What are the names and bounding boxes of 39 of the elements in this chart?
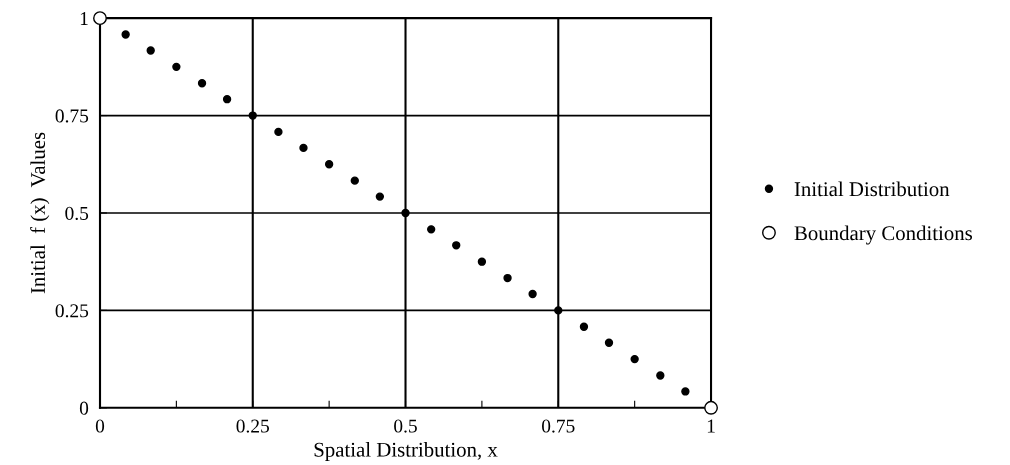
point	[554, 306, 563, 315]
point	[274, 127, 283, 137]
point	[704, 400, 718, 415]
x-tick-label: 0.75	[542, 419, 575, 433]
point	[324, 160, 334, 169]
point	[681, 387, 690, 396]
point	[375, 192, 385, 201]
point	[172, 62, 181, 72]
y-tick-label: 0.5	[65, 206, 89, 220]
y-axis-title: Initial f (x) Values	[30, 132, 50, 294]
point	[299, 143, 308, 153]
point	[248, 111, 257, 120]
x-tick-label: 0	[95, 419, 105, 433]
point	[146, 46, 155, 55]
y-tick-label: 0	[79, 401, 89, 415]
y-tick-label: 1	[80, 12, 88, 25]
point	[503, 273, 512, 283]
point	[197, 79, 207, 88]
point	[401, 208, 410, 218]
point	[452, 241, 461, 250]
point	[579, 322, 589, 331]
x-tick-label: 0.5	[394, 419, 417, 433]
point	[477, 257, 487, 266]
x-tick-label: 0.25	[236, 419, 270, 433]
point	[528, 289, 537, 299]
point	[222, 95, 232, 104]
point	[93, 11, 107, 26]
point	[604, 338, 614, 347]
point	[656, 371, 665, 380]
x-axis-title: Spatial Distribution, x	[314, 442, 498, 461]
y-tick-label: 0.25	[55, 304, 89, 318]
x-tick-label: 1	[707, 419, 715, 433]
y-tick-label: 0.75	[55, 109, 89, 123]
legend-label: Initial Distribution	[794, 181, 950, 197]
point	[121, 30, 130, 39]
legend-label: Boundary Conditions	[794, 225, 973, 245]
point	[427, 225, 436, 234]
point	[630, 354, 639, 364]
point	[350, 176, 359, 185]
